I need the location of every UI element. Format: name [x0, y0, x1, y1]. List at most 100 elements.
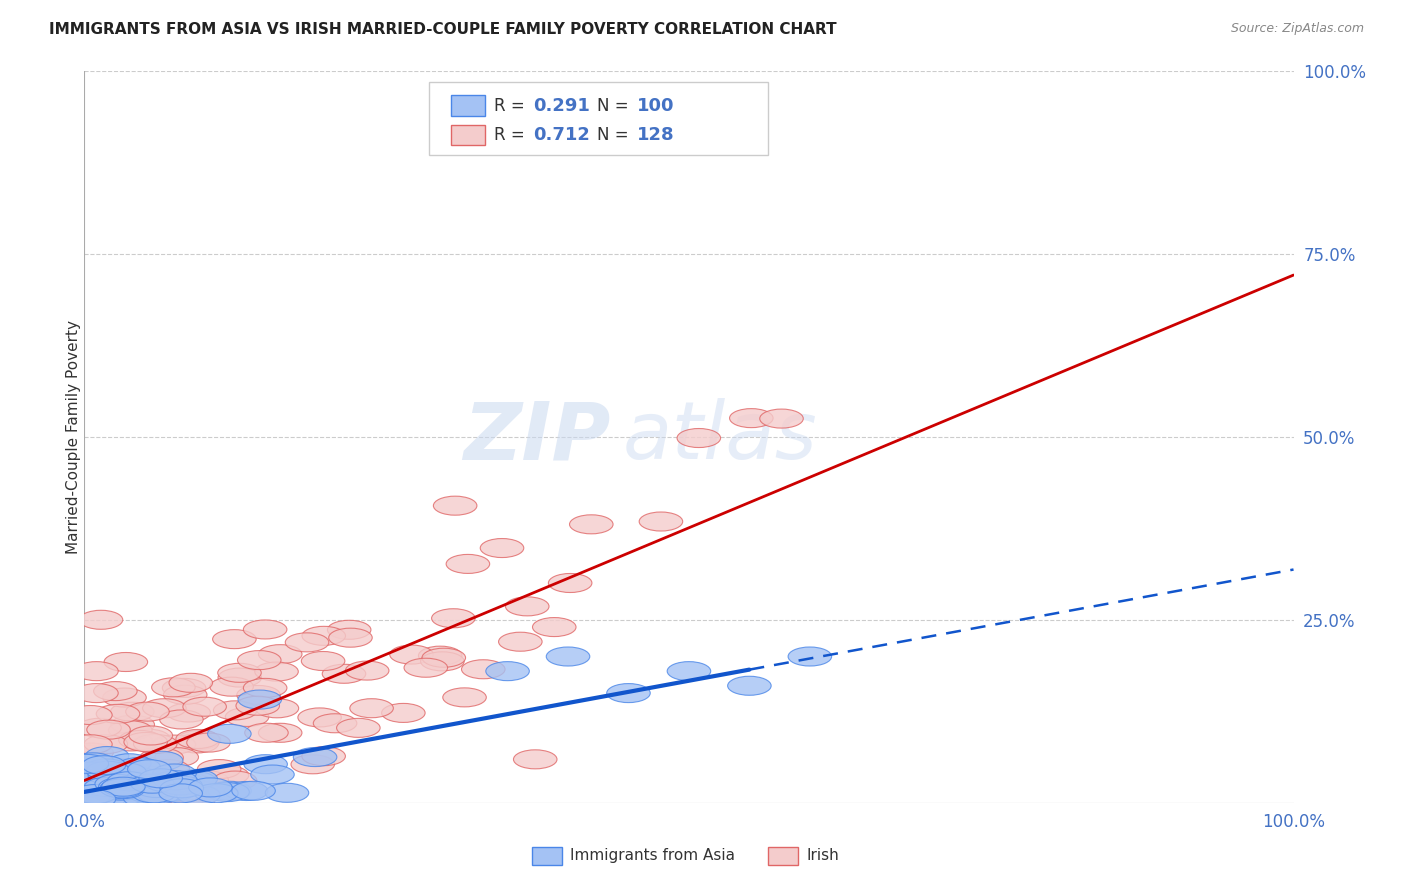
Ellipse shape — [346, 661, 389, 680]
Ellipse shape — [243, 755, 287, 773]
Ellipse shape — [291, 755, 335, 773]
Ellipse shape — [110, 732, 153, 751]
Ellipse shape — [294, 747, 337, 766]
Ellipse shape — [131, 793, 173, 812]
Ellipse shape — [245, 723, 288, 742]
Ellipse shape — [107, 754, 150, 772]
Ellipse shape — [97, 778, 141, 797]
Ellipse shape — [139, 748, 183, 767]
Ellipse shape — [131, 763, 174, 782]
Ellipse shape — [108, 721, 152, 739]
Ellipse shape — [142, 698, 186, 718]
Ellipse shape — [101, 780, 145, 798]
Ellipse shape — [67, 767, 111, 786]
Ellipse shape — [350, 698, 394, 718]
Ellipse shape — [730, 409, 773, 427]
Ellipse shape — [107, 772, 150, 790]
Ellipse shape — [678, 428, 721, 448]
Ellipse shape — [117, 757, 160, 777]
Ellipse shape — [128, 793, 172, 812]
Ellipse shape — [69, 786, 112, 805]
Ellipse shape — [65, 755, 108, 773]
Ellipse shape — [181, 781, 225, 801]
Text: Source: ZipAtlas.com: Source: ZipAtlas.com — [1230, 22, 1364, 36]
Ellipse shape — [111, 777, 155, 796]
Text: N =: N = — [598, 126, 634, 144]
Ellipse shape — [186, 771, 228, 789]
Ellipse shape — [125, 702, 169, 721]
Ellipse shape — [131, 780, 174, 798]
Ellipse shape — [225, 781, 269, 800]
Ellipse shape — [513, 750, 557, 769]
Ellipse shape — [110, 793, 153, 812]
Ellipse shape — [139, 793, 183, 812]
Ellipse shape — [486, 662, 529, 681]
Ellipse shape — [336, 718, 380, 738]
Ellipse shape — [218, 668, 262, 687]
Ellipse shape — [759, 409, 803, 428]
Ellipse shape — [236, 697, 280, 715]
Ellipse shape — [266, 783, 309, 802]
Ellipse shape — [63, 788, 107, 807]
Ellipse shape — [83, 764, 127, 783]
Ellipse shape — [134, 734, 177, 754]
Ellipse shape — [124, 732, 167, 751]
Ellipse shape — [104, 762, 148, 780]
Ellipse shape — [328, 620, 371, 640]
Ellipse shape — [80, 793, 124, 812]
Ellipse shape — [103, 688, 146, 707]
Ellipse shape — [420, 652, 464, 671]
Ellipse shape — [177, 731, 221, 749]
Ellipse shape — [250, 765, 294, 784]
Ellipse shape — [167, 703, 211, 722]
Ellipse shape — [160, 710, 204, 729]
Ellipse shape — [208, 724, 252, 743]
Ellipse shape — [205, 782, 249, 802]
Ellipse shape — [569, 515, 613, 533]
Ellipse shape — [159, 776, 202, 795]
Ellipse shape — [72, 762, 115, 781]
Text: 100: 100 — [637, 96, 675, 115]
Text: N =: N = — [598, 96, 634, 115]
Ellipse shape — [139, 751, 183, 771]
Ellipse shape — [173, 772, 217, 790]
Ellipse shape — [91, 768, 135, 787]
Ellipse shape — [66, 788, 110, 807]
Ellipse shape — [79, 770, 122, 789]
Ellipse shape — [77, 718, 121, 738]
Ellipse shape — [96, 767, 139, 786]
Ellipse shape — [298, 708, 342, 727]
FancyBboxPatch shape — [429, 82, 768, 155]
Ellipse shape — [389, 645, 433, 664]
Ellipse shape — [160, 782, 204, 801]
Ellipse shape — [125, 764, 169, 782]
Ellipse shape — [104, 785, 146, 805]
Ellipse shape — [98, 784, 142, 803]
Ellipse shape — [153, 764, 197, 783]
Ellipse shape — [162, 772, 204, 791]
Ellipse shape — [91, 763, 135, 781]
Ellipse shape — [82, 756, 125, 775]
Ellipse shape — [159, 793, 202, 812]
Ellipse shape — [150, 782, 194, 801]
Ellipse shape — [87, 720, 131, 739]
Ellipse shape — [548, 574, 592, 592]
Ellipse shape — [285, 632, 329, 652]
Text: atlas: atlas — [623, 398, 817, 476]
Ellipse shape — [329, 628, 373, 648]
Ellipse shape — [481, 539, 524, 558]
Ellipse shape — [89, 793, 132, 812]
Ellipse shape — [75, 662, 118, 681]
Ellipse shape — [127, 729, 170, 748]
Ellipse shape — [506, 597, 548, 615]
Ellipse shape — [499, 632, 543, 651]
Ellipse shape — [159, 784, 202, 803]
Ellipse shape — [128, 784, 172, 803]
Ellipse shape — [214, 771, 257, 790]
Ellipse shape — [162, 679, 205, 698]
Ellipse shape — [103, 763, 146, 781]
Ellipse shape — [96, 705, 139, 723]
Ellipse shape — [77, 776, 121, 795]
Ellipse shape — [169, 673, 212, 692]
Ellipse shape — [98, 778, 142, 797]
